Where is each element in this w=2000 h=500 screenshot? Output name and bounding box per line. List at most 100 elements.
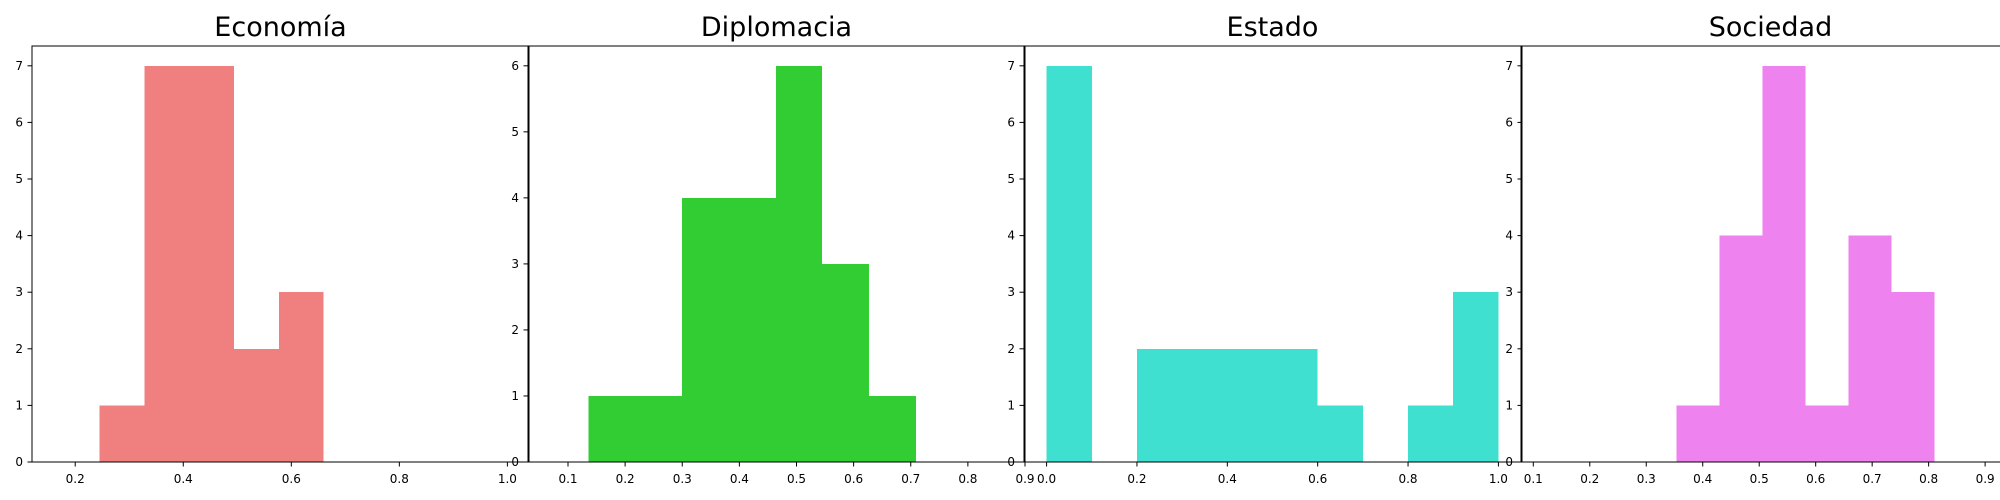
histogram-bar: [1762, 65, 1806, 463]
histogram-bar: [822, 263, 870, 462]
x-tick-label: 0.5: [787, 472, 806, 486]
histogram-bar: [729, 197, 776, 462]
x-tick-label: 0.8: [1919, 472, 1938, 486]
y-tick-label: 3: [15, 285, 23, 299]
x-tick-label: 0.4: [730, 472, 749, 486]
y-tick-label: 7: [1007, 59, 1015, 73]
y-tick-label: 4: [511, 191, 519, 205]
histogram-bar: [1891, 292, 1935, 462]
histogram-bar: [144, 65, 190, 463]
y-tick-label: 3: [1007, 285, 1015, 299]
y-tick-label: 0: [1007, 455, 1015, 469]
x-tick-label: 0.1: [558, 472, 577, 486]
x-tick-label: 0.8: [1398, 472, 1417, 486]
x-tick-label: 0.8: [390, 472, 409, 486]
x-tick-label: 0.4: [174, 472, 193, 486]
panel-title: Sociedad: [1709, 12, 1832, 43]
x-tick-label: 0.4: [1218, 472, 1237, 486]
histogram-bar: [1848, 235, 1892, 462]
panel-title: Economía: [214, 12, 346, 43]
histogram-bar: [1805, 405, 1849, 462]
histogram-bar: [189, 65, 235, 463]
histogram-bar: [869, 395, 916, 462]
y-tick-label: 6: [511, 59, 519, 73]
x-tick-label: 0.2: [66, 472, 85, 486]
y-tick-label: 1: [511, 389, 519, 403]
histogram-bar: [1272, 348, 1318, 462]
panel-title: Diplomacia: [701, 12, 852, 43]
y-tick-label: 4: [15, 229, 23, 243]
x-tick-label: 0.6: [282, 472, 301, 486]
y-tick-label: 7: [1505, 59, 1513, 73]
x-tick-label: 0.7: [1863, 472, 1882, 486]
y-tick-label: 3: [1505, 285, 1513, 299]
histogram-bar: [1227, 348, 1273, 462]
x-tick-label: 0.2: [616, 472, 635, 486]
x-tick-label: 0.6: [1308, 472, 1327, 486]
axes-frame: [31, 45, 530, 463]
panel-1: 0.2 0.4 0.6 0.8 1.0 0 1 2 3 4 5 6 7 Economía: [15, 12, 530, 486]
histogram-bar: [1453, 292, 1499, 462]
histogram-bar: [1046, 65, 1092, 463]
y-tick-label: 6: [1505, 115, 1513, 129]
y-tick-label: 5: [15, 172, 23, 186]
x-tick-label: 0.0: [1037, 472, 1056, 486]
x-tick-label: 0.2: [1127, 472, 1146, 486]
y-tick-label: 3: [511, 257, 519, 271]
x-tick-label: 1.0: [1489, 472, 1508, 486]
y-tick-label: 7: [15, 59, 23, 73]
histogram-bar: [588, 395, 636, 462]
y-tick-label: 6: [15, 115, 23, 129]
y-tick-label: 2: [1505, 342, 1513, 356]
histogram-bar: [278, 292, 324, 462]
x-tick-label: 0.7: [901, 472, 920, 486]
panel-title: Estado: [1227, 12, 1319, 43]
y-tick-label: 5: [1505, 172, 1513, 186]
x-tick-label: 0.5: [1750, 472, 1769, 486]
x-tick-label: 0.3: [1637, 472, 1656, 486]
histogram-bar: [1317, 405, 1363, 462]
histogram-bar: [1408, 405, 1454, 462]
panel-2: 0.1 0.2 0.3 0.4 0.5 0.6 0.7 0.8 0.90123456Diplom…: [511, 12, 1034, 486]
histogram-bar: [1136, 348, 1183, 462]
x-tick-label: 0.8: [958, 472, 977, 486]
y-tick-label: 2: [1007, 342, 1015, 356]
histogram-bar: [1676, 405, 1720, 462]
x-tick-label: 0.9: [1015, 472, 1034, 486]
histogram-panels: 0.2 0.4 0.6 0.8 1.0 0 1 2 3 4 5 6 7 Economía 0.1 0.2 0.3…: [15, 12, 2000, 486]
x-tick-label: 0.6: [1806, 472, 1825, 486]
y-tick-label: 1: [15, 398, 23, 412]
x-tick-label: 0.9: [1976, 472, 1995, 486]
y-tick-label: 2: [15, 342, 23, 356]
y-tick-label: 0: [511, 455, 519, 469]
y-tick-label: 5: [511, 125, 519, 139]
y-tick-label: 1: [1007, 398, 1015, 412]
histogram-bar: [635, 395, 683, 462]
histogram-bar: [1719, 235, 1763, 462]
histogram-bar: [682, 197, 730, 462]
x-tick-label: 0.6: [844, 472, 863, 486]
axes-frame: [527, 45, 1026, 463]
y-tick-label: 4: [1505, 229, 1513, 243]
y-tick-label: 1: [1505, 398, 1513, 412]
y-tick-label: 2: [511, 323, 519, 337]
panel-3: 0.0 0.2 0.4 0.6 0.8 1.0 0 1 2 3 4 5 6 7 Estado: [1007, 12, 1522, 486]
y-tick-label: 5: [1007, 172, 1015, 186]
y-tick-label: 4: [1007, 229, 1015, 243]
x-tick-label: 0.2: [1580, 472, 1599, 486]
histogram-bar: [234, 348, 279, 462]
y-tick-label: 0: [1505, 455, 1513, 469]
x-tick-label: 0.3: [673, 472, 692, 486]
axes-frame: [1023, 45, 1522, 463]
axes-frame: [1521, 45, 2000, 463]
histogram-bar: [99, 405, 145, 462]
x-tick-label: 0.4: [1693, 472, 1712, 486]
histogram-bar: [1182, 348, 1228, 462]
y-tick-label: 6: [1007, 115, 1015, 129]
x-tick-label: 0.1: [1524, 472, 1543, 486]
x-tick-label: 1.0: [498, 472, 517, 486]
histogram-bar: [775, 65, 823, 463]
y-tick-label: 0: [15, 455, 23, 469]
